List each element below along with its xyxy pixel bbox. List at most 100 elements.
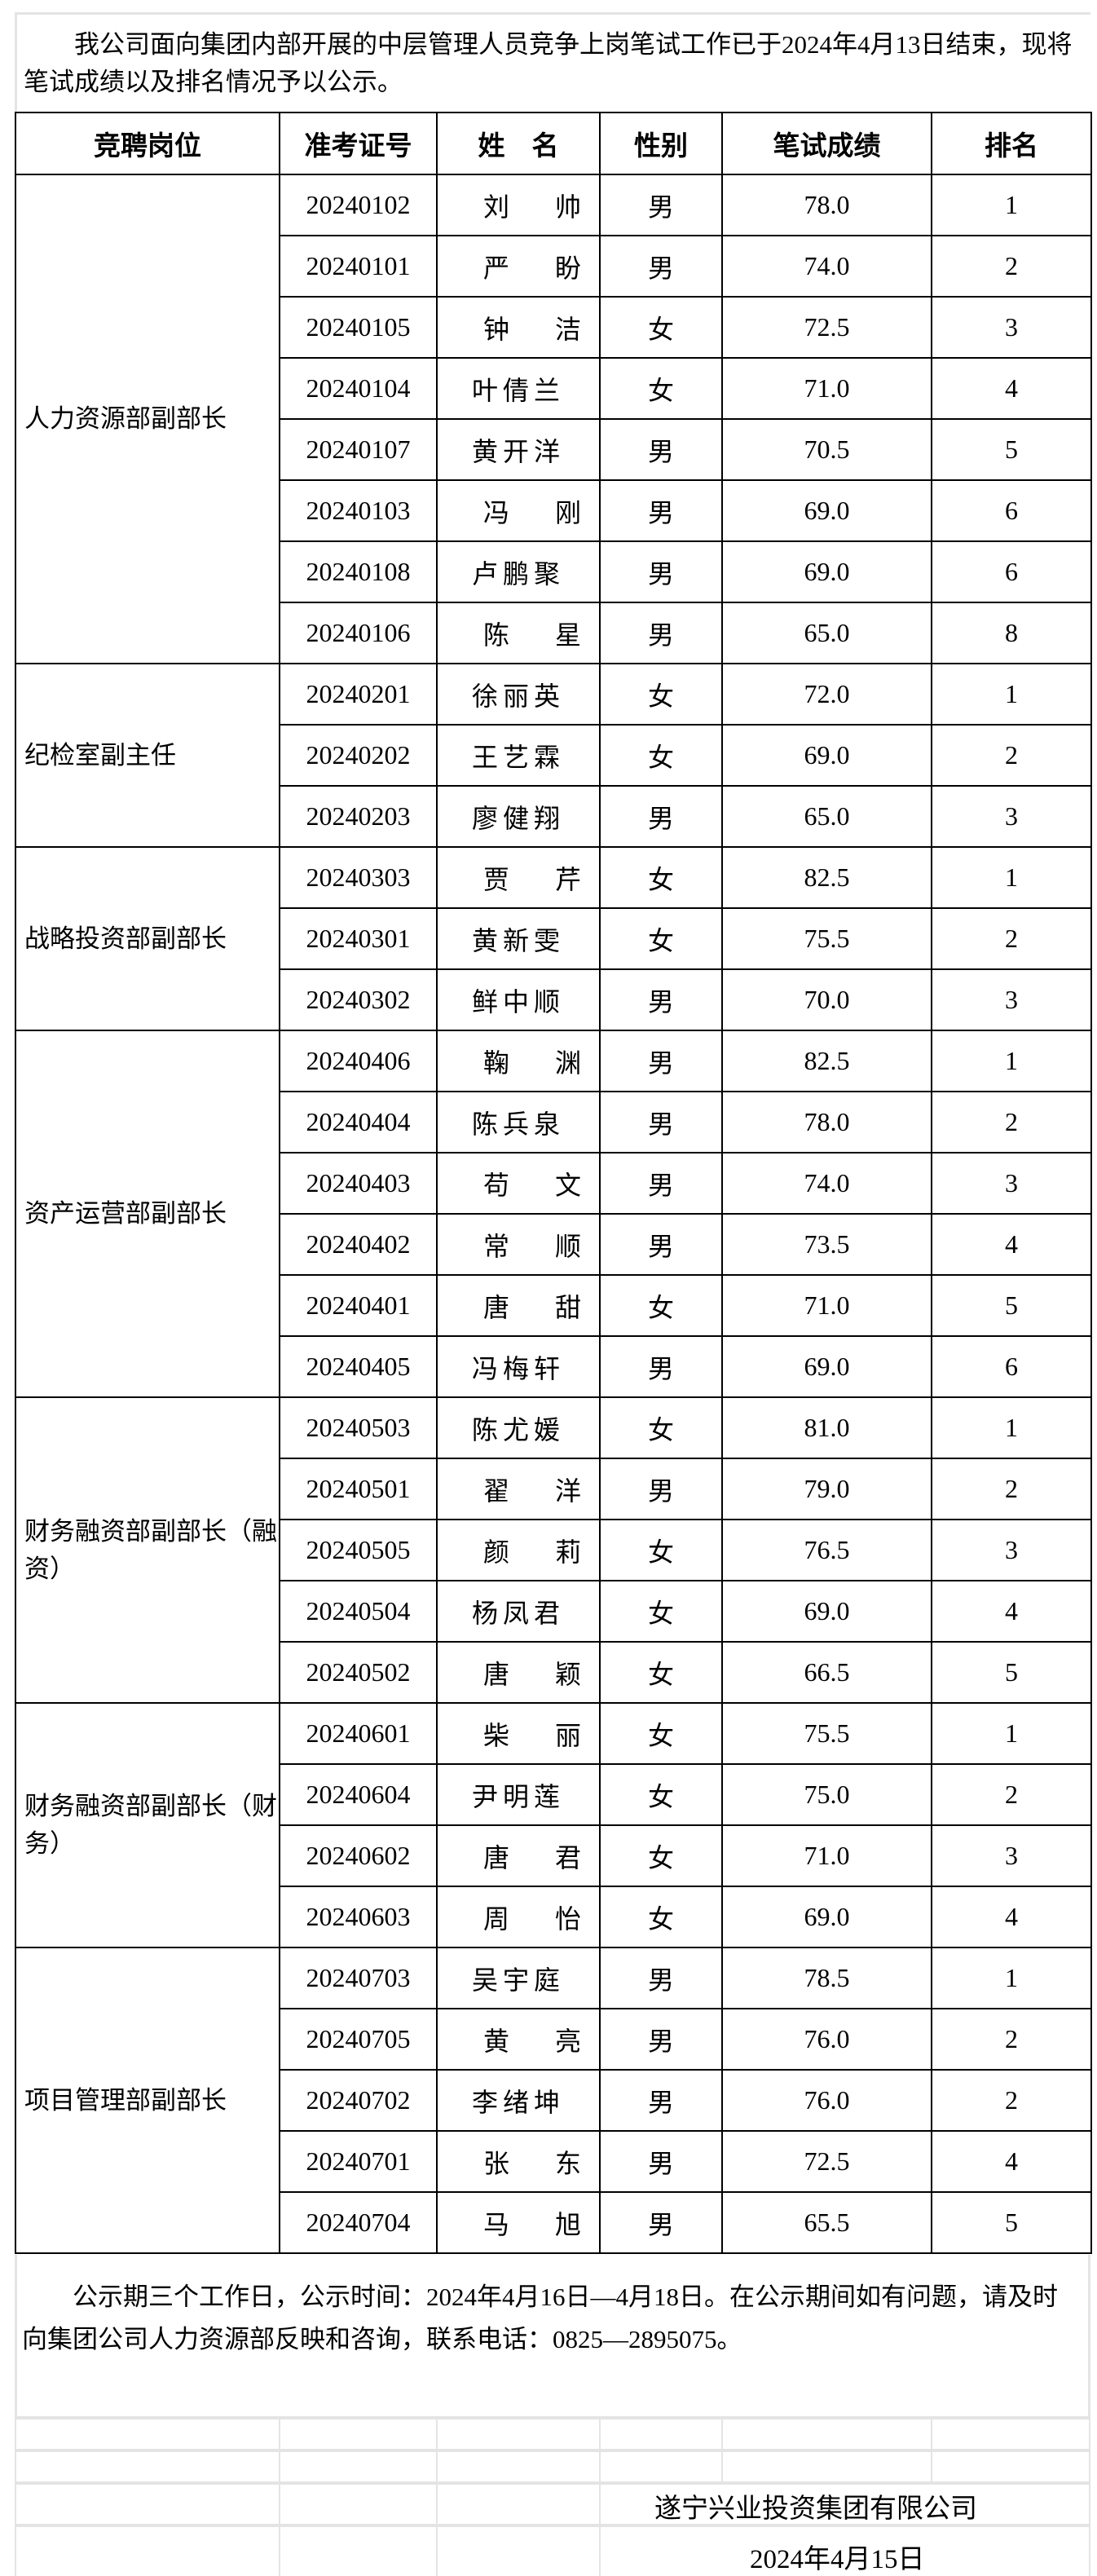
position-cell: 战略投资部副部长 [15,846,280,1031]
rank-cell: 2 [931,1763,1092,1826]
position-cell: 资产运营部副部长 [15,1030,280,1398]
table-row: 项目管理部副部长 20240703 吴宇庭男 78.5 1 [15,1947,1092,2254]
rank-cell: 2 [931,1458,1092,1520]
rank-cell: 1 [931,1030,1092,1092]
table-row: 20240602 唐君女 71.0 3 [15,1824,1092,1887]
exam-id-cell: 20240602 [279,1824,438,1887]
name-cell: 陈星 [436,602,601,664]
score-cell: 66.5 [721,1641,932,1704]
signature-row: 遂宁兴业投资集团有限公司 [15,2485,1090,2527]
exam-id-cell: 20240107 [279,418,438,481]
exam-id-cell: 20240604 [279,1763,438,1826]
name-cell: 刘帅 [436,174,601,236]
score-cell: 70.0 [721,968,932,1031]
exam-id-cell: 20240502 [279,1641,438,1704]
name-cell: 冯梅轩 [436,1335,601,1398]
exam-id-cell: 20240202 [279,724,438,787]
table-row: 20240405 冯梅轩男 69.0 6 [15,1335,1092,1398]
gender-cell: 男 [599,602,723,664]
score-cell: 79.0 [721,1458,932,1520]
exam-id-cell: 20240108 [279,540,438,603]
score-cell: 71.0 [721,357,932,420]
date-row: 2024年4月15日 [15,2527,1090,2576]
rank-cell: 3 [931,968,1092,1031]
score-cell: 65.5 [721,2191,932,2254]
blank-row [15,2419,1090,2452]
table-row: 20240502 唐颖女 66.5 5 [15,1641,1092,1704]
rank-cell: 6 [931,540,1092,603]
intro-cell: 我公司面向集团内部开展的中层管理人员竞争上岗笔试工作已于2024年4月13日结束… [15,12,1090,112]
table-row: 20240701 张东男 72.5 4 [15,2130,1092,2193]
gender-cell: 男 [599,479,723,542]
score-cell: 69.0 [721,479,932,542]
table-row: 20240501 翟洋男 79.0 2 [15,1458,1092,1520]
gender-cell: 男 [599,1152,723,1215]
gender-cell: 女 [599,1824,723,1887]
gender-cell: 女 [599,846,723,909]
gender-cell: 女 [599,1641,723,1704]
gender-cell: 女 [599,1580,723,1643]
score-cell: 75.0 [721,1763,932,1826]
exam-id-cell: 20240302 [279,968,438,1031]
gender-cell: 女 [599,663,723,726]
intro-text: 我公司面向集团内部开展的中层管理人员竞争上岗笔试工作已于2024年4月13日结束… [24,30,1073,96]
score-cell: 72.0 [721,663,932,726]
name-cell: 鞠渊 [436,1030,601,1092]
gender-cell: 女 [599,1763,723,1826]
exam-id-cell: 20240503 [279,1396,438,1459]
name-cell: 廖健翔 [436,785,601,848]
name-cell: 柴丽 [436,1702,601,1765]
rank-cell: 3 [931,1152,1092,1215]
name-cell: 陈兵泉 [436,1091,601,1153]
table-row: 20240404 陈兵泉男 78.0 2 [15,1091,1092,1153]
name-cell: 吴宇庭 [436,1947,601,2009]
table-row: 20240705 黄亮男 76.0 2 [15,2008,1092,2071]
table-row: 20240203 廖健翔男 65.0 3 [15,785,1092,848]
name-cell: 常顺 [436,1213,601,1276]
name-cell: 鲜中顺 [436,968,601,1031]
score-cell: 65.0 [721,602,932,664]
score-table: 竞聘岗位 准考证号 姓 名 性别 笔试成绩 排名 人力资源部副部长 2024010… [15,112,1092,2254]
exam-id-cell: 20240401 [279,1274,438,1337]
gender-cell: 男 [599,2191,723,2254]
gender-cell: 男 [599,2130,723,2193]
score-cell: 73.5 [721,1213,932,1276]
exam-id-cell: 20240101 [279,235,438,298]
exam-id-cell: 20240102 [279,174,438,236]
header-name: 姓 名 [436,112,601,175]
exam-id-cell: 20240703 [279,1947,438,2009]
score-cell: 69.0 [721,1886,932,1948]
score-cell: 69.0 [721,724,932,787]
rank-cell: 1 [931,1396,1092,1459]
name-cell: 陈尤媛 [436,1396,601,1459]
rank-cell: 1 [931,1702,1092,1765]
table-row: 20240704 马旭男 65.5 5 [15,2191,1092,2254]
score-cell: 81.0 [721,1396,932,1459]
table-row: 20240505 颜莉女 76.5 3 [15,1519,1092,1581]
rank-cell: 4 [931,1580,1092,1643]
table-row: 战略投资部副部长 20240303 贾芹女 82.5 1 [15,846,1092,1031]
table-row: 纪检室副主任 20240201 徐丽英女 72.0 1 [15,663,1092,848]
table-row: 20240202 王艺霖女 69.0 2 [15,724,1092,787]
gender-cell: 男 [599,540,723,603]
position-cell: 项目管理部副部长 [15,1947,280,2254]
rank-cell: 8 [931,602,1092,664]
name-cell: 黄亮 [436,2008,601,2071]
name-cell: 唐君 [436,1824,601,1887]
rank-cell: 2 [931,235,1092,298]
exam-id-cell: 20240301 [279,907,438,970]
gender-cell: 男 [599,235,723,298]
score-cell: 82.5 [721,1030,932,1092]
name-cell: 严盼 [436,235,601,298]
exam-id-cell: 20240403 [279,1152,438,1215]
position-cell: 人力资源部副部长 [15,174,280,664]
gender-cell: 女 [599,1886,723,1948]
exam-id-cell: 20240705 [279,2008,438,2071]
table-row: 20240101 严盼男 74.0 2 [15,235,1092,298]
name-cell: 贾芹 [436,846,601,909]
table-row: 20240302 鲜中顺男 70.0 3 [15,968,1092,1031]
table-row: 20240401 唐甜女 71.0 5 [15,1274,1092,1337]
table-row: 财务融资部副部长（融资） 20240503 陈尤媛女 81.0 1 [15,1396,1092,1704]
name-cell: 黄开洋 [436,418,601,481]
table-row: 20240107 黄开洋男 70.5 5 [15,418,1092,481]
